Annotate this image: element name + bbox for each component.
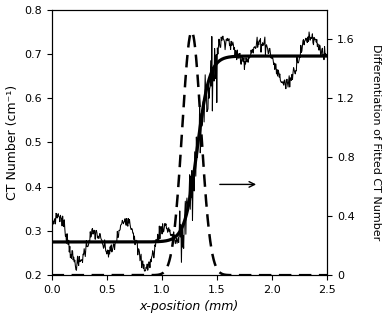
X-axis label: x-position (mm): x-position (mm): [140, 300, 239, 314]
Y-axis label: Differentiation of Fitted CT Number: Differentiation of Fitted CT Number: [372, 44, 382, 241]
Y-axis label: CT Number (cm⁻¹): CT Number (cm⁻¹): [5, 85, 19, 200]
